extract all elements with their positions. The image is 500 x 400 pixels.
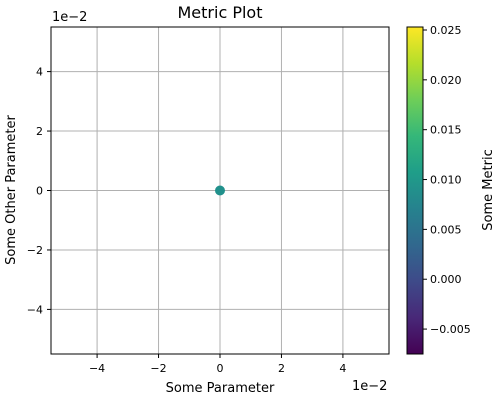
x-tick-label: −4	[89, 362, 105, 375]
x-tick-label: 0	[217, 362, 224, 375]
x-tick-label: −2	[150, 362, 166, 375]
data-points	[215, 185, 225, 196]
y-tick-label: −4	[27, 303, 43, 316]
y-axis-offset-text: 1e−2	[52, 10, 87, 25]
y-axis-label: Some Other Parameter	[4, 115, 19, 265]
data-point	[215, 185, 225, 196]
colorbar-frame	[406, 26, 424, 355]
colorbar	[407, 27, 423, 354]
colorbar-ticks: −0.005 0.000 0.005 0.010 0.015 0.020 0.025	[423, 24, 471, 336]
colorbar-tick-label: 0.005	[430, 223, 462, 236]
x-axis-offset-text: 1e−2	[352, 379, 387, 394]
y-tick-label: −2	[27, 244, 43, 257]
chart-title: Metric Plot	[178, 3, 263, 22]
colorbar-label: Some Metric	[481, 149, 496, 230]
colorbar-tick-label: 0.025	[430, 24, 462, 37]
x-axis-label: Some Parameter	[166, 381, 275, 396]
colorbar-tick-label: −0.005	[430, 323, 471, 336]
y-axis-ticks: −4 −2 0 2 4	[27, 66, 51, 316]
colorbar-tick-label: 0.015	[430, 124, 462, 137]
y-tick-label: 2	[36, 125, 43, 138]
y-tick-label: 0	[36, 185, 43, 198]
colorbar-tick-label: 0.020	[430, 74, 462, 87]
x-tick-label: 4	[339, 362, 346, 375]
colorbar-tick-label: 0.010	[430, 174, 462, 187]
colorbar-tick-label: 0.000	[430, 273, 462, 286]
x-tick-label: 2	[278, 362, 285, 375]
y-tick-label: 4	[36, 66, 43, 79]
x-axis-ticks: −4 −2 0 2 4	[89, 354, 346, 375]
grid-lines	[51, 27, 389, 354]
